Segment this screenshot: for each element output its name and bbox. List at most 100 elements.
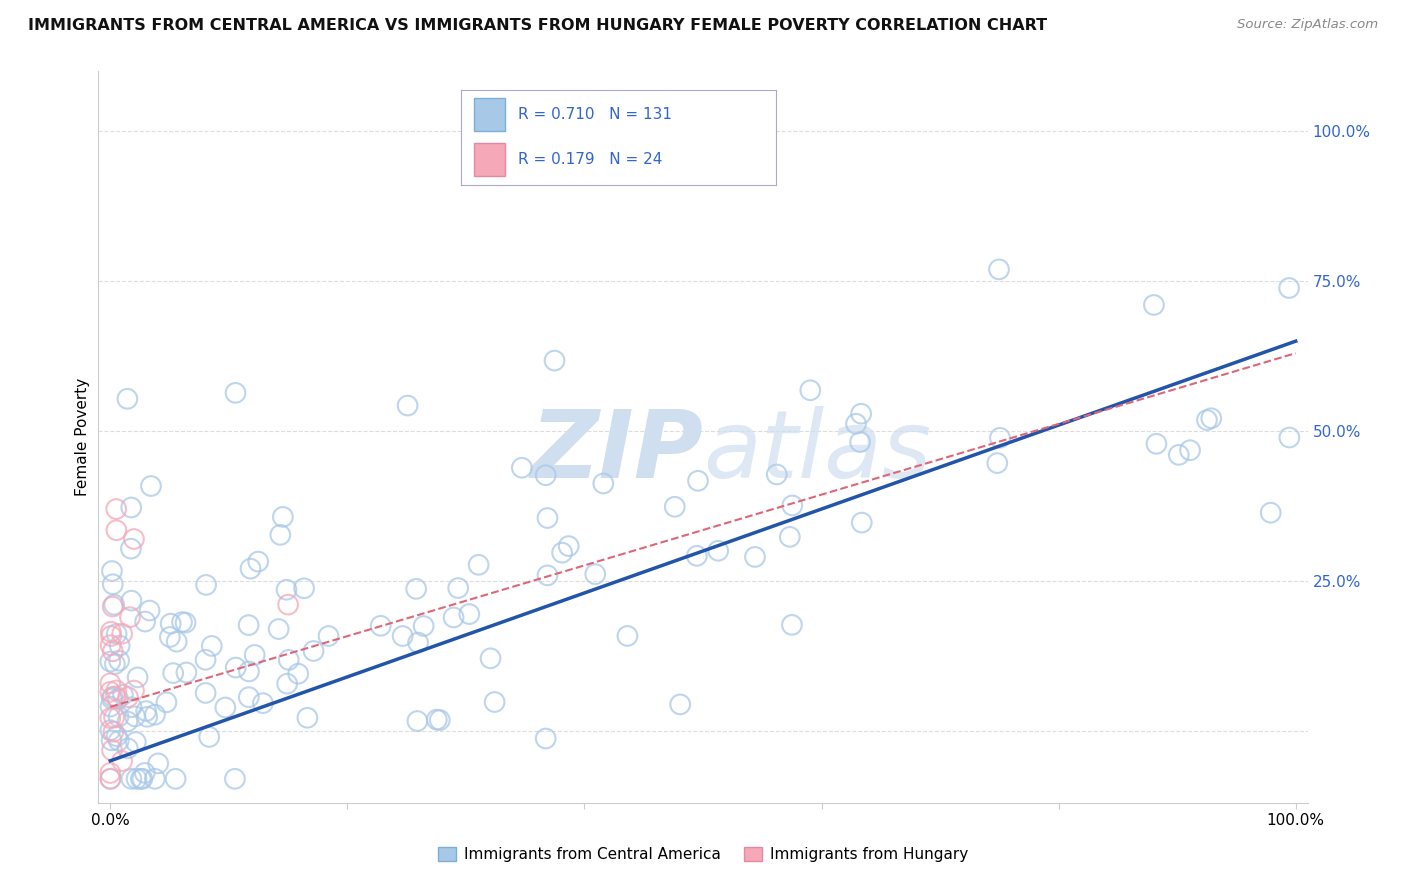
Point xyxy=(592,476,614,491)
Point xyxy=(214,700,236,714)
Point xyxy=(238,665,260,679)
Point xyxy=(108,639,131,653)
Point xyxy=(479,651,502,665)
Point xyxy=(176,665,198,680)
Point xyxy=(121,700,143,714)
Point xyxy=(1167,448,1189,462)
Point xyxy=(100,691,122,706)
Point xyxy=(297,711,319,725)
Point xyxy=(799,384,821,398)
Point xyxy=(986,456,1008,470)
Legend: Immigrants from Central America, Immigrants from Hungary: Immigrants from Central America, Immigra… xyxy=(432,841,974,868)
Point xyxy=(484,695,506,709)
Point xyxy=(100,629,122,643)
Point xyxy=(100,699,122,714)
Point xyxy=(780,499,803,513)
Point xyxy=(120,541,142,556)
Point xyxy=(131,772,153,786)
Point xyxy=(166,634,188,648)
Point xyxy=(98,685,121,699)
Point xyxy=(103,724,125,739)
Point xyxy=(201,639,224,653)
Point xyxy=(1278,430,1301,444)
Point xyxy=(276,676,298,690)
Point xyxy=(1178,443,1201,458)
Point xyxy=(686,549,709,563)
Point xyxy=(224,772,246,786)
Text: ZIP: ZIP xyxy=(530,406,703,498)
Point xyxy=(124,709,146,723)
Point xyxy=(686,474,709,488)
Point xyxy=(269,528,291,542)
Point xyxy=(292,581,315,595)
Point xyxy=(988,431,1011,445)
Point xyxy=(101,644,124,658)
Point xyxy=(779,530,801,544)
Point xyxy=(111,754,134,768)
Point xyxy=(162,666,184,681)
Point xyxy=(165,772,187,786)
Point xyxy=(103,710,125,724)
Point xyxy=(117,392,139,406)
Point xyxy=(155,695,177,709)
Point xyxy=(534,468,557,483)
Point xyxy=(117,714,139,729)
Point xyxy=(101,564,124,578)
Point xyxy=(510,460,533,475)
Point xyxy=(100,772,122,786)
Point xyxy=(105,729,128,743)
Point xyxy=(120,593,142,607)
Point xyxy=(543,353,565,368)
Point xyxy=(247,555,270,569)
Point xyxy=(122,532,145,546)
Point xyxy=(405,582,427,596)
Point xyxy=(707,543,730,558)
Point xyxy=(101,690,124,704)
Point xyxy=(98,772,121,786)
Point xyxy=(98,655,121,669)
Text: atlas: atlas xyxy=(703,406,931,497)
Point xyxy=(143,707,166,722)
Point xyxy=(120,772,142,786)
Point xyxy=(849,407,872,421)
Point xyxy=(557,539,579,553)
Point xyxy=(669,698,692,712)
Point xyxy=(122,683,145,698)
Point xyxy=(225,660,247,674)
Point xyxy=(105,683,128,698)
Y-axis label: Female Poverty: Female Poverty xyxy=(75,378,90,496)
Point xyxy=(406,714,429,728)
Point xyxy=(98,676,121,690)
Point xyxy=(105,523,128,537)
Point xyxy=(108,654,131,668)
Point xyxy=(135,704,157,718)
Point xyxy=(170,615,193,629)
Point xyxy=(412,619,434,633)
Point xyxy=(103,598,125,612)
Point xyxy=(225,385,247,400)
Point xyxy=(238,690,260,705)
Point xyxy=(287,666,309,681)
Point xyxy=(174,615,197,630)
Point xyxy=(536,568,558,582)
Point xyxy=(391,629,413,643)
Point xyxy=(243,648,266,662)
Point xyxy=(111,688,134,702)
Point xyxy=(276,582,298,597)
Point xyxy=(127,670,149,684)
Point xyxy=(100,638,122,652)
Point xyxy=(118,610,141,624)
Point xyxy=(238,618,260,632)
Point xyxy=(252,696,274,710)
Point xyxy=(194,653,217,667)
Point xyxy=(429,713,451,727)
Point xyxy=(104,690,127,704)
Point xyxy=(104,657,127,671)
Point xyxy=(159,616,181,631)
Point xyxy=(277,598,299,612)
Text: Source: ZipAtlas.com: Source: ZipAtlas.com xyxy=(1237,18,1378,31)
Point xyxy=(136,710,159,724)
Point xyxy=(534,731,557,746)
Point xyxy=(318,629,340,643)
Point xyxy=(845,417,868,431)
